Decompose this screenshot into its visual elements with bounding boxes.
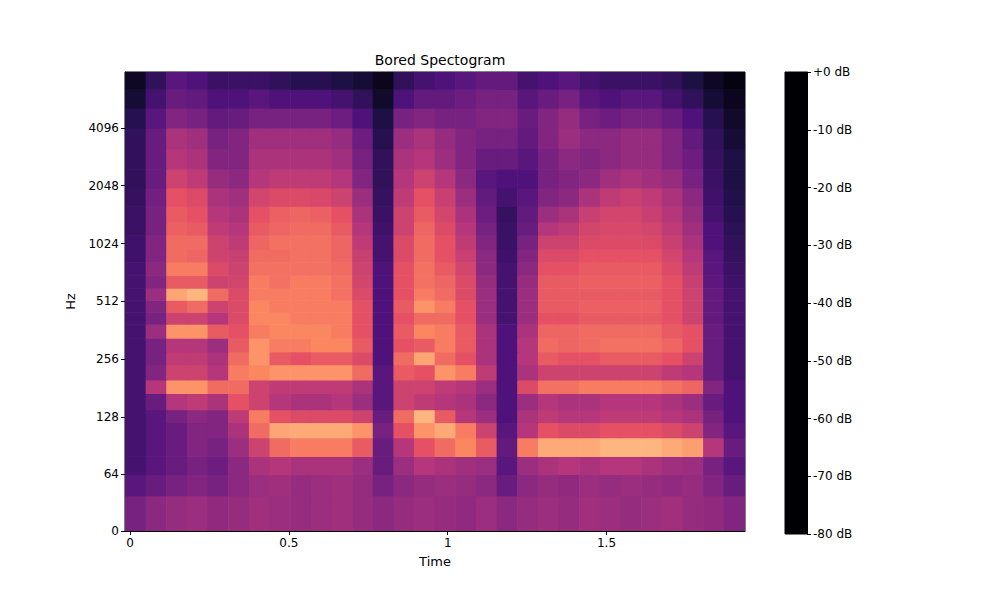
svg-text:128: 128 <box>96 410 119 424</box>
svg-text:4096: 4096 <box>88 121 119 135</box>
svg-text:0.5: 0.5 <box>279 536 298 550</box>
svg-text:0: 0 <box>126 536 134 550</box>
svg-text:-20 dB: -20 dB <box>813 181 852 195</box>
svg-text:Bored Spectogram: Bored Spectogram <box>375 52 506 68</box>
svg-text:-60 dB: -60 dB <box>813 412 852 426</box>
svg-text:256: 256 <box>96 352 119 366</box>
svg-text:-80 dB: -80 dB <box>813 527 852 541</box>
svg-text:Hz: Hz <box>63 293 78 310</box>
svg-text:2048: 2048 <box>88 179 119 193</box>
svg-text:-10 dB: -10 dB <box>813 123 852 137</box>
svg-text:-40 dB: -40 dB <box>813 296 852 310</box>
svg-text:0: 0 <box>111 524 119 538</box>
svg-text:1: 1 <box>444 536 452 550</box>
svg-text:+0 dB: +0 dB <box>813 65 850 79</box>
svg-text:-50 dB: -50 dB <box>813 354 852 368</box>
svg-text:512: 512 <box>96 294 119 308</box>
svg-text:1024: 1024 <box>88 237 119 251</box>
svg-text:Time: Time <box>418 554 451 569</box>
svg-text:1.5: 1.5 <box>597 536 616 550</box>
svg-text:-30 dB: -30 dB <box>813 238 852 252</box>
svg-text:-70 dB: -70 dB <box>813 469 852 483</box>
svg-text:64: 64 <box>104 467 119 481</box>
